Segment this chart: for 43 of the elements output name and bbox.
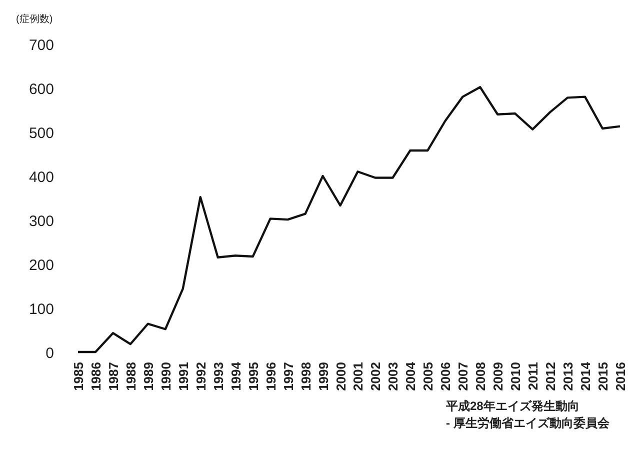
y-tick-label: 0: [46, 345, 54, 362]
x-tick-label: 1992: [193, 362, 208, 391]
x-tick-label: 1989: [140, 362, 156, 391]
x-tick-label: 1999: [316, 362, 331, 391]
x-tick-label: 1987: [106, 362, 121, 391]
x-tick-label: 2010: [508, 362, 524, 391]
x-tick-label: 2004: [403, 361, 418, 391]
x-tick-label: 1991: [176, 362, 191, 391]
x-tick-label: 2000: [333, 362, 348, 391]
x-tick-label: 2016: [613, 362, 628, 391]
x-tick-label: 1998: [298, 362, 314, 391]
x-tick-label: 2007: [456, 362, 471, 391]
x-tick-label: 2011: [526, 362, 541, 390]
x-tick-label: 1990: [158, 362, 174, 391]
x-tick-label: 1993: [210, 362, 226, 391]
y-tick-label: 600: [28, 81, 54, 98]
x-tick-label: 2008: [473, 362, 488, 391]
x-tick-label: 2006: [438, 362, 454, 391]
line-series: [76, 86, 622, 354]
x-tick-label: 2001: [350, 362, 366, 391]
x-tick-label: 2013: [560, 362, 576, 391]
y-tick-label: 400: [28, 169, 54, 186]
y-tick-label: 500: [28, 125, 54, 142]
x-tick-label: 1985: [71, 362, 86, 391]
y-axis-title: (症例数): [16, 13, 53, 25]
x-tick-label: 1995: [246, 362, 261, 391]
x-tick-label: 2005: [420, 362, 436, 391]
x-tick-label: 2012: [543, 362, 558, 391]
x-tick-label: 2009: [490, 362, 506, 391]
y-tick-label: 700: [28, 37, 54, 54]
x-tick-label: 1997: [280, 362, 296, 391]
x-tick-label: 2003: [386, 362, 401, 391]
text: 平成28年エイズ発生動向 - 厚生労働省エイズ動向委員会: [445, 399, 610, 430]
y-tick-label: 100: [28, 301, 54, 318]
x-tick-label: 1994: [228, 361, 244, 391]
x-tick-label: 1988: [123, 362, 138, 391]
y-tick-label: 300: [28, 213, 54, 230]
y-tick-label: 200: [28, 257, 54, 274]
x-tick-label: 2015: [596, 362, 611, 391]
x-tick-label: 1996: [263, 362, 278, 391]
x-tick-label: 1986: [88, 362, 104, 391]
x-tick-label: 2014: [578, 361, 594, 391]
x-tick-label: 2002: [368, 362, 384, 391]
